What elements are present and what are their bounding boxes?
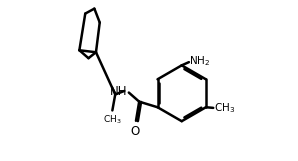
Text: CH$_3$: CH$_3$ bbox=[214, 101, 235, 115]
Text: O: O bbox=[131, 125, 140, 138]
Text: NH: NH bbox=[110, 85, 127, 98]
Text: CH$_3$: CH$_3$ bbox=[103, 113, 121, 126]
Text: NH$_2$: NH$_2$ bbox=[190, 54, 210, 68]
